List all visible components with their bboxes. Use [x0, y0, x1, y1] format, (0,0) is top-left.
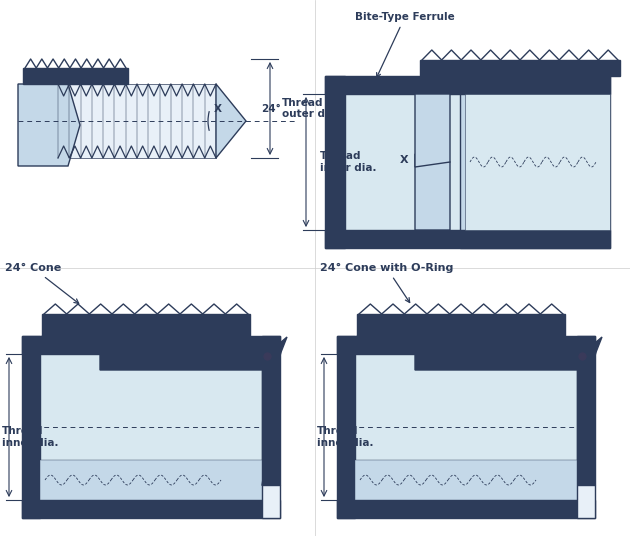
- Text: 24°: 24°: [261, 104, 281, 114]
- Polygon shape: [337, 500, 595, 518]
- Text: Thread
inner dia.: Thread inner dia.: [320, 151, 377, 173]
- Polygon shape: [262, 336, 280, 485]
- Polygon shape: [577, 485, 595, 518]
- Polygon shape: [22, 500, 280, 518]
- Polygon shape: [42, 336, 272, 354]
- Polygon shape: [337, 336, 355, 518]
- Text: X: X: [400, 155, 409, 165]
- Polygon shape: [460, 76, 610, 248]
- Polygon shape: [415, 154, 450, 230]
- Polygon shape: [420, 60, 620, 76]
- Polygon shape: [577, 336, 595, 485]
- Polygon shape: [100, 337, 287, 370]
- Polygon shape: [325, 76, 610, 94]
- Polygon shape: [58, 84, 216, 158]
- Polygon shape: [415, 94, 450, 167]
- Polygon shape: [325, 76, 345, 248]
- Text: Thread
inner dia.: Thread inner dia.: [2, 426, 59, 448]
- Polygon shape: [40, 460, 262, 500]
- Polygon shape: [216, 84, 246, 158]
- Text: X: X: [214, 104, 222, 114]
- Polygon shape: [325, 230, 610, 248]
- Polygon shape: [355, 460, 577, 500]
- Polygon shape: [40, 354, 262, 500]
- Polygon shape: [22, 336, 40, 518]
- Polygon shape: [357, 314, 565, 336]
- Polygon shape: [415, 337, 602, 370]
- Text: Thread
inner dia.: Thread inner dia.: [317, 426, 374, 448]
- Text: Bite-Type Ferrule: Bite-Type Ferrule: [355, 12, 455, 77]
- Text: Thread
outer dia.: Thread outer dia.: [282, 98, 340, 120]
- Polygon shape: [360, 84, 390, 94]
- Polygon shape: [345, 94, 610, 230]
- Polygon shape: [337, 336, 595, 354]
- Text: 24° Cone: 24° Cone: [5, 263, 79, 303]
- Polygon shape: [465, 94, 610, 230]
- Polygon shape: [22, 336, 280, 354]
- Text: 24° Cone with O-Ring: 24° Cone with O-Ring: [320, 263, 454, 302]
- Polygon shape: [42, 314, 250, 336]
- Polygon shape: [18, 84, 80, 166]
- Polygon shape: [357, 336, 587, 354]
- Polygon shape: [262, 485, 280, 518]
- Polygon shape: [355, 354, 577, 500]
- Polygon shape: [23, 68, 128, 84]
